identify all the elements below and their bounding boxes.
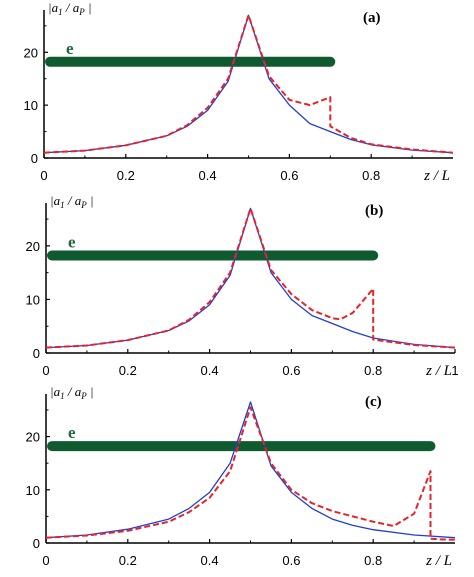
x-tick-label: 0.8 bbox=[364, 363, 382, 378]
y-axis-label-close: | bbox=[85, 0, 92, 15]
x-tick-label: 0.2 bbox=[119, 363, 137, 378]
x-axis-label: z / L bbox=[425, 553, 452, 569]
series-line-solid bbox=[43, 14, 454, 154]
series-line-solid bbox=[45, 401, 456, 539]
y-tick-label: 20 bbox=[26, 430, 40, 445]
y-axis-label-num: a bbox=[54, 193, 61, 208]
y-tick-label: 20 bbox=[26, 239, 40, 254]
y-axis-label: |a1 / aP | bbox=[50, 193, 94, 210]
x-axis-label: z / L bbox=[423, 168, 450, 184]
y-axis-label-sep: / bbox=[65, 384, 75, 399]
y-tick-label: 10 bbox=[24, 98, 38, 113]
series-line-solid bbox=[45, 207, 456, 349]
panel-label: (b) bbox=[365, 203, 383, 219]
x-tick-label: 0.8 bbox=[364, 553, 382, 568]
x-tick-label: 1 bbox=[451, 363, 458, 378]
y-axis-label-num: a bbox=[54, 384, 61, 399]
x-tick-label: 0 bbox=[42, 363, 49, 378]
x-tick-label: 0.2 bbox=[119, 553, 137, 568]
x-tick-label: 0.8 bbox=[362, 168, 380, 183]
y-axis-label-den: a bbox=[75, 193, 82, 208]
y-tick-label: 0 bbox=[33, 536, 40, 551]
y-axis-label-close: | bbox=[87, 384, 94, 399]
x-tick-label: 0.6 bbox=[282, 363, 300, 378]
beam-label: e bbox=[66, 39, 74, 58]
y-axis-label-den: a bbox=[73, 0, 80, 15]
y-axis-label: |a1 / aP | bbox=[48, 0, 92, 17]
x-tick-label: 0.6 bbox=[282, 553, 300, 568]
panel-label: (a) bbox=[363, 10, 381, 26]
series-line-dashed bbox=[45, 406, 456, 541]
x-tick-label: 0.4 bbox=[201, 363, 219, 378]
y-axis-label-den: a bbox=[75, 384, 82, 399]
y-tick-label: 0 bbox=[31, 151, 38, 166]
y-axis-label-num-sub: 1 bbox=[58, 7, 63, 17]
y-axis-label-close: | bbox=[87, 193, 94, 208]
x-tick-label: 0.4 bbox=[201, 553, 219, 568]
x-tick-label: 0 bbox=[40, 168, 47, 183]
y-tick-label: 10 bbox=[26, 483, 40, 498]
y-axis-label-den-sub: P bbox=[80, 391, 87, 401]
y-axis-label-num-sub: 1 bbox=[60, 391, 65, 401]
series-line-dashed bbox=[43, 14, 454, 154]
beam-label: e bbox=[68, 423, 76, 442]
x-tick-label: 0 bbox=[42, 553, 49, 568]
series-line-dashed bbox=[45, 207, 456, 349]
beam-label: e bbox=[68, 233, 76, 252]
y-tick-label: 10 bbox=[26, 292, 40, 307]
x-tick-label: 0.4 bbox=[199, 168, 217, 183]
y-axis-label-sep: / bbox=[65, 193, 75, 208]
y-axis-label-open: | bbox=[50, 384, 54, 399]
x-tick-label: 0.2 bbox=[117, 168, 135, 183]
y-tick-label: 0 bbox=[33, 346, 40, 361]
y-tick-label: 20 bbox=[24, 45, 38, 60]
x-axis-label: z / L bbox=[425, 363, 452, 379]
y-axis-label-den-sub: P bbox=[80, 200, 87, 210]
y-axis-label-den-sub: P bbox=[78, 7, 85, 17]
panel-label: (c) bbox=[365, 394, 382, 410]
y-axis-label-num: a bbox=[52, 0, 59, 15]
y-axis-label-sep: / bbox=[63, 0, 73, 15]
y-axis-label-open: | bbox=[48, 0, 52, 15]
y-axis-label-open: | bbox=[50, 193, 54, 208]
x-tick-label: 0.6 bbox=[280, 168, 298, 183]
y-axis-label: |a1 / aP | bbox=[50, 384, 94, 401]
y-axis-label-num-sub: 1 bbox=[60, 200, 65, 210]
